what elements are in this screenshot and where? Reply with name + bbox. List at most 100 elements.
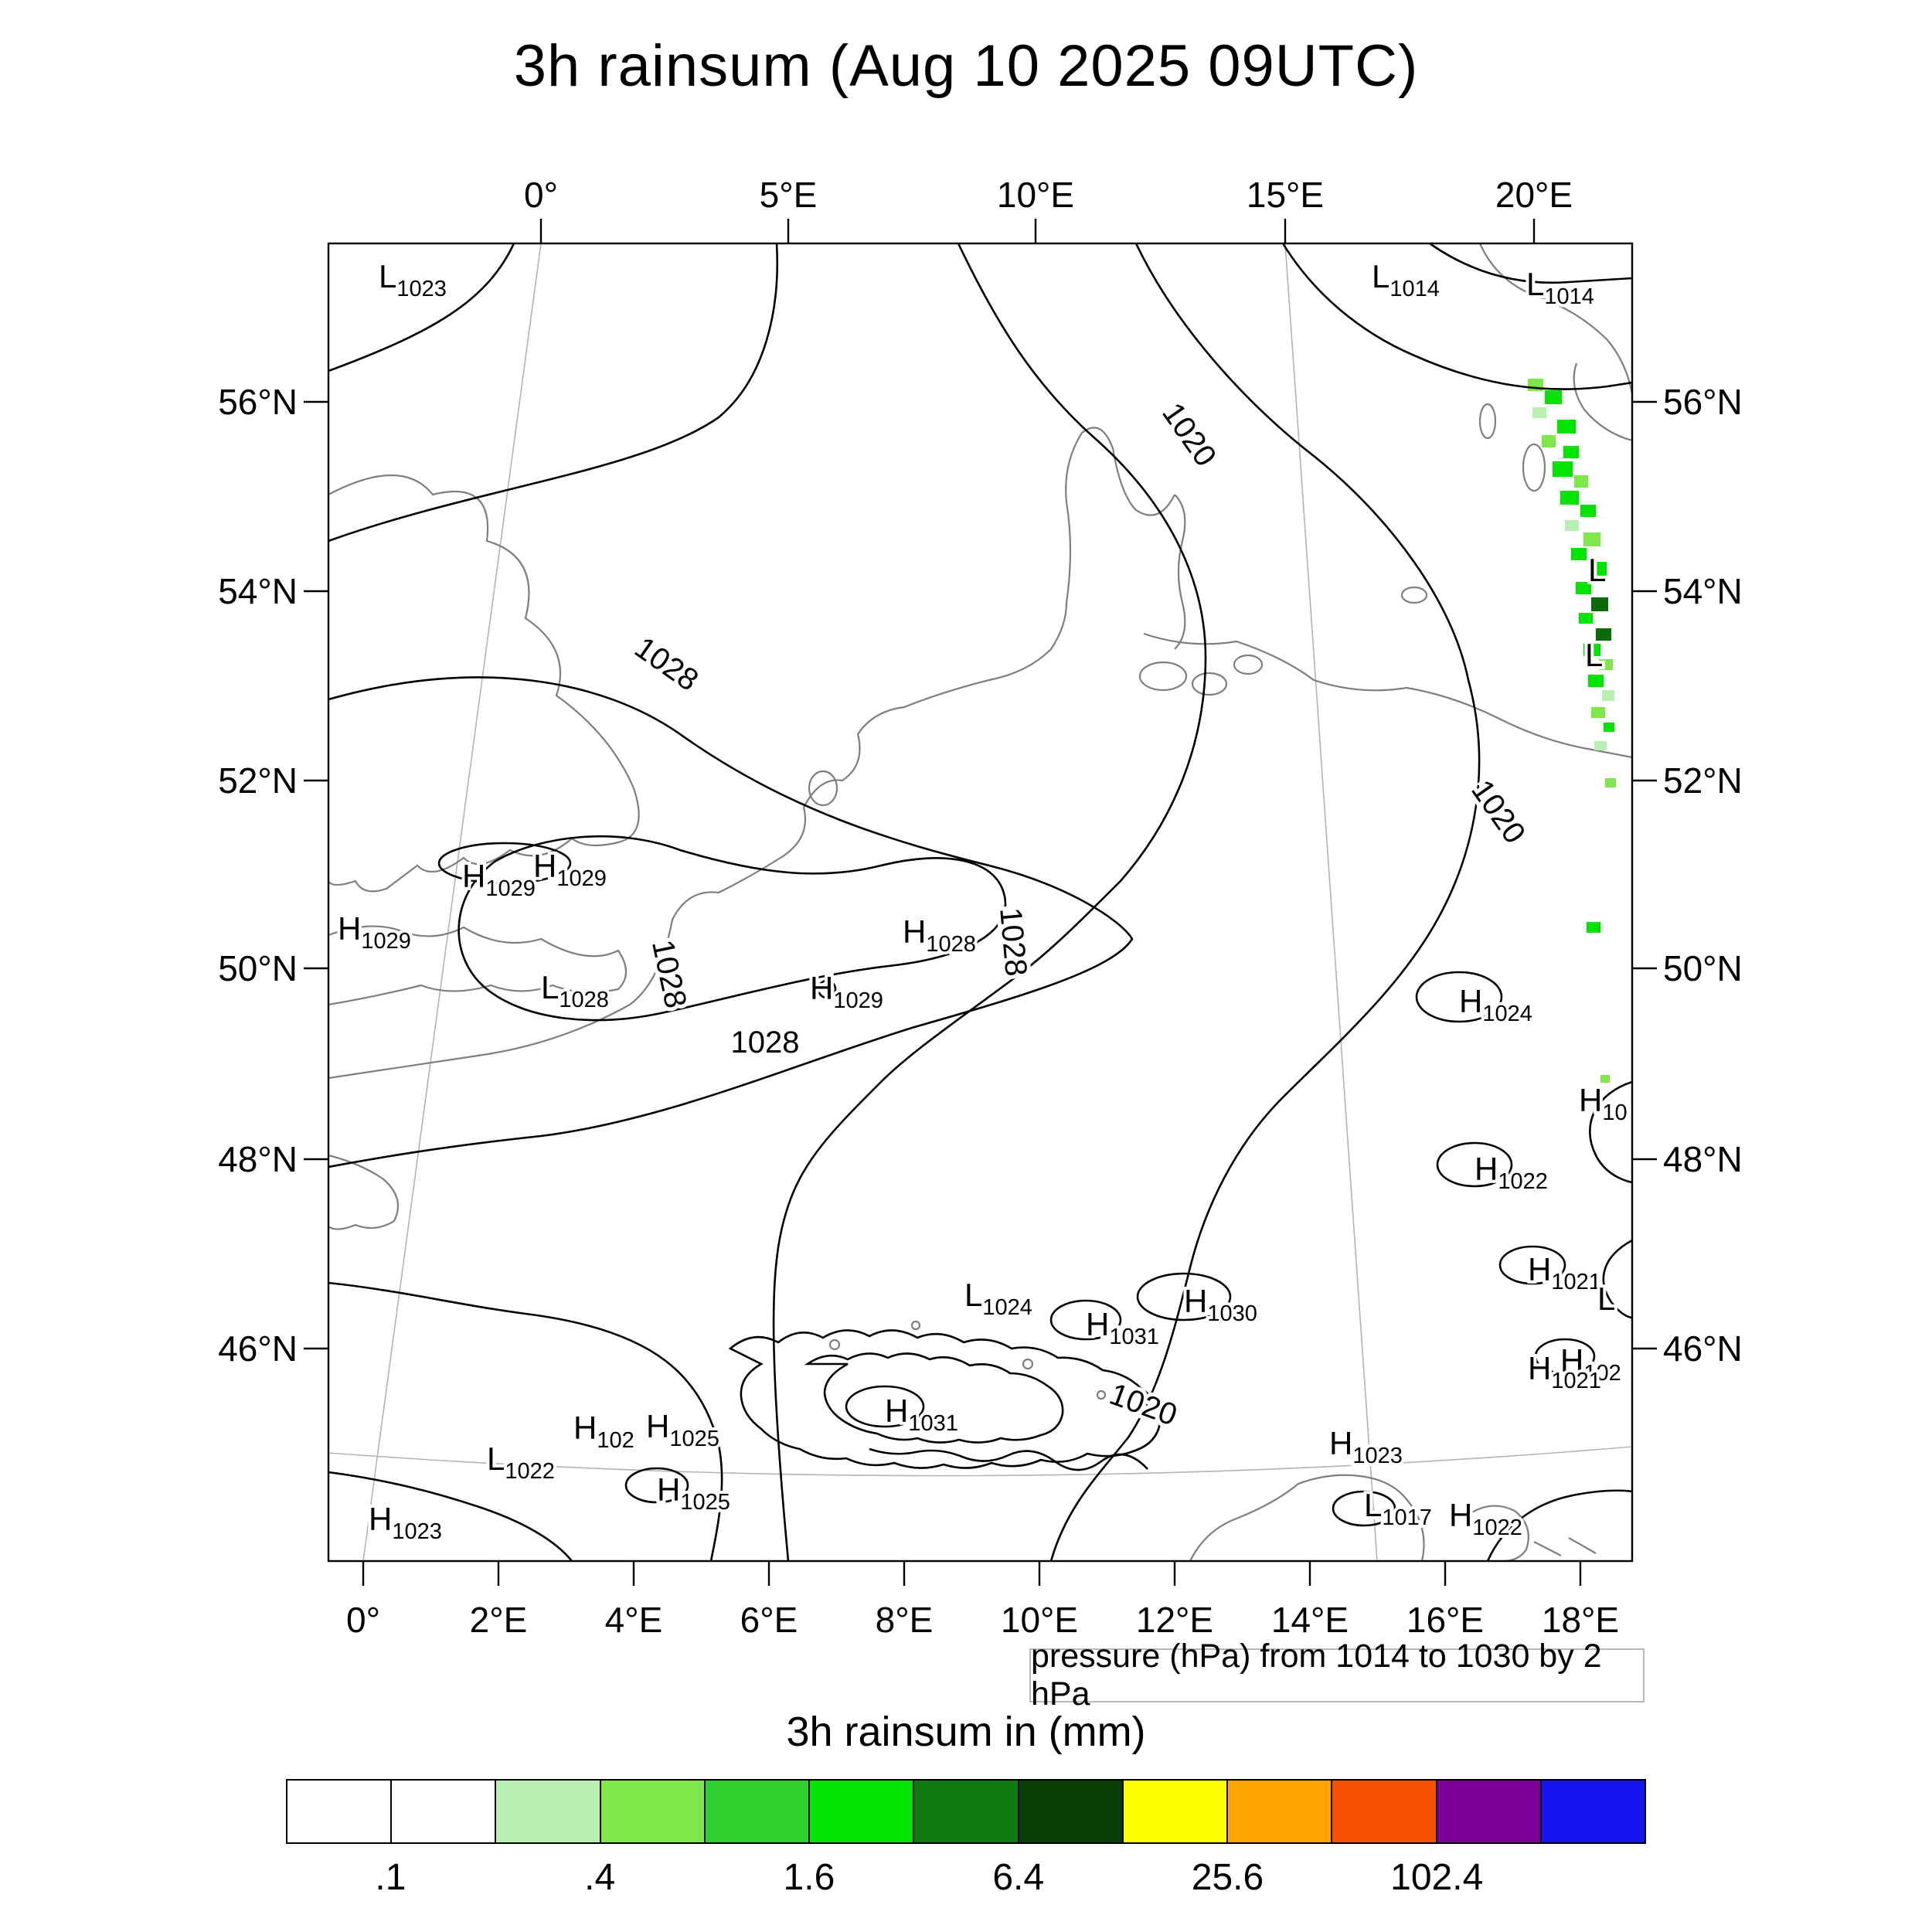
rain-cell <box>1587 922 1600 933</box>
contour-label: 1028 <box>645 937 693 1011</box>
rain-cell <box>1583 532 1600 546</box>
bottom-axis-label: 16°E <box>1406 1600 1484 1640</box>
figure-title: 3h rainsum (Aug 10 2025 09UTC) <box>513 33 1419 99</box>
left-axis-label: 50°N <box>218 948 298 988</box>
high-pressure-marker: H102 <box>1560 1342 1621 1386</box>
rain-cell <box>1553 461 1573 477</box>
right-axis-label: 52°N <box>1663 760 1743 801</box>
rain-cell <box>1580 505 1596 517</box>
high-pressure-marker: H1021 <box>1528 1350 1601 1393</box>
high-pressure-marker: H1030 <box>1184 1283 1257 1326</box>
rain-cell <box>1563 446 1579 458</box>
bottom-axis-label: 8°E <box>876 1600 934 1640</box>
rain-cell <box>1591 707 1605 718</box>
top-axis-label: 0° <box>524 175 558 215</box>
bottom-axis-label: 10°E <box>1001 1600 1078 1640</box>
bottom-axis-label: 18°E <box>1542 1600 1619 1640</box>
contour-label: 1028 <box>993 906 1033 978</box>
low-pressure-marker: L1014 <box>1526 266 1594 309</box>
top-axis-label: 5°E <box>760 175 818 215</box>
rain-cell <box>1591 597 1608 611</box>
left-axis-label: 56°N <box>218 382 298 422</box>
rain-cell <box>1596 628 1611 641</box>
low-pressure-marker: L <box>1597 1281 1615 1317</box>
colorbar-segment <box>1541 1781 1645 1842</box>
low-pressure-marker: L1023 <box>379 258 447 301</box>
rain-cell <box>1604 723 1614 732</box>
high-pressure-marker: H1029 <box>533 848 607 891</box>
bottom-axis-label: 6°E <box>740 1600 798 1640</box>
left-axis-label: 48°N <box>218 1139 298 1179</box>
colorbar-segment <box>914 1781 1019 1842</box>
rain-cell <box>1583 644 1600 656</box>
bottom-axis-label: 14°E <box>1271 1600 1349 1640</box>
rain-cell <box>1594 741 1607 750</box>
rain-cell <box>1571 548 1587 560</box>
colorbar-segment <box>1123 1781 1229 1842</box>
right-axis-label: 50°N <box>1663 948 1743 988</box>
colorbar-segment <box>1332 1781 1437 1842</box>
rain-layer <box>1528 379 1616 1083</box>
high-pressure-marker: H1024 <box>1459 983 1532 1026</box>
rain-cell <box>1565 520 1579 531</box>
colorbar-segment <box>1019 1781 1124 1842</box>
high-pressure-marker: H1031 <box>1086 1306 1159 1349</box>
low-pressure-marker: L <box>1585 637 1603 673</box>
low-pressure-marker: L1014 <box>1372 258 1440 301</box>
high-pressure-marker: H1028 <box>903 913 976 957</box>
rain-cell <box>1542 435 1556 447</box>
high-pressure-marker: H1025 <box>657 1471 730 1515</box>
colorbar-tick-label: 102.4 <box>1390 1857 1484 1898</box>
rain-cell <box>1557 420 1576 434</box>
contour-label: 1028 <box>731 1026 800 1060</box>
rain-cell <box>1532 407 1546 418</box>
left-axis-label: 54°N <box>218 571 298 611</box>
rain-cell <box>1576 582 1591 594</box>
colorbar-segment <box>496 1781 601 1842</box>
rain-cell <box>1545 390 1562 404</box>
contour-label: 1020 <box>1155 396 1223 472</box>
right-axis-label: 46°N <box>1663 1328 1743 1369</box>
rain-cell <box>1574 475 1588 488</box>
rain-cell <box>1579 613 1593 624</box>
high-pressure-marker: H1023 <box>369 1501 442 1544</box>
right-axis-label: 48°N <box>1663 1139 1743 1179</box>
colorbar-tick-label: .4 <box>584 1857 616 1898</box>
contour-label: 1028 <box>628 631 704 698</box>
colorbar-segment <box>392 1781 497 1842</box>
high-pressure-marker: H1029 <box>462 858 536 901</box>
top-axis-label: 10°E <box>997 175 1074 215</box>
rain-cell <box>1605 778 1616 787</box>
low-pressure-marker: L1017 <box>1364 1487 1432 1530</box>
rain-cell <box>1560 491 1579 505</box>
right-axis-label: 54°N <box>1663 571 1743 611</box>
high-pressure-marker: H1025 <box>646 1408 719 1451</box>
coastlines-layer <box>328 243 1632 1561</box>
rain-cell <box>1588 562 1607 576</box>
low-pressure-marker: L1028 <box>541 969 609 1012</box>
colorbar-tick-label: 1.6 <box>783 1857 835 1898</box>
bottom-axis-label: 0° <box>346 1600 380 1640</box>
high-pressure-marker: H1021 <box>1528 1251 1601 1294</box>
colorbar-segment <box>287 1781 393 1842</box>
contours-layer <box>328 243 1632 1561</box>
left-axis-label: 46°N <box>218 1328 298 1369</box>
high-pressure-marker: H1029 <box>810 970 883 1013</box>
map-frame <box>327 242 1634 1563</box>
high-pressure-marker: H102 <box>573 1410 634 1453</box>
top-axis-label: 20°E <box>1495 175 1573 215</box>
colorbar-segment <box>1228 1781 1333 1842</box>
top-axis-label: 15°E <box>1247 175 1324 215</box>
axis-ticks <box>304 219 1657 1586</box>
axis-labels: 0° 5°E 10°E 15°E 20°E 0° 2°E 4°E 6°E 8°E… <box>218 175 1743 1640</box>
pressure-legend-text: pressure (hPa) from 1014 to 1030 by 2 hP… <box>1031 1638 1602 1713</box>
rain-cell <box>1588 675 1604 687</box>
low-pressure-marker: L <box>1588 552 1606 588</box>
low-pressure-marker: L1022 <box>487 1440 555 1484</box>
colorbar-tick-label: 25.6 <box>1191 1857 1264 1898</box>
high-pressure-marker: H1031 <box>885 1393 958 1436</box>
rain-cell <box>1599 659 1613 670</box>
